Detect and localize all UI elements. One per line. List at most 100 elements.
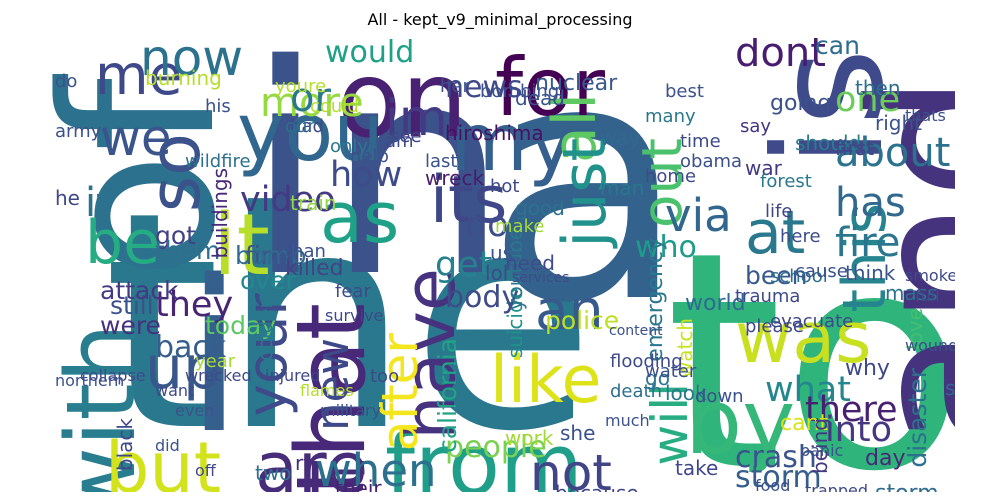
- cloud-word: water: [645, 361, 697, 382]
- cloud-word: can: [815, 38, 860, 60]
- cloud-word: death: [610, 381, 662, 402]
- cloud-word: military: [320, 401, 382, 420]
- cloud-word: please: [745, 316, 804, 337]
- cloud-word: he: [55, 186, 80, 210]
- cloud-word: us: [490, 241, 514, 265]
- cloud-word: but: [105, 427, 222, 492]
- chart-title: All - kept_v9_minimal_processing: [367, 10, 633, 29]
- cloud-word: good: [515, 196, 565, 220]
- cloud-word: today: [205, 311, 277, 340]
- cloud-word: up: [145, 333, 222, 403]
- cloud-word: from: [385, 416, 583, 492]
- cloud-word: did: [155, 436, 180, 455]
- cloud-word: then: [855, 76, 901, 100]
- cloud-word: its: [430, 163, 508, 238]
- cloud-word: hiroshima: [445, 121, 544, 145]
- cloud-word: why: [845, 356, 890, 381]
- cloud-word: injured: [265, 366, 321, 385]
- cloud-word: see: [390, 126, 422, 147]
- cloud-word: am: [385, 131, 414, 152]
- cloud-word: like: [490, 343, 602, 418]
- cloud-word: in: [245, 38, 510, 341]
- cloud-word: need: [505, 251, 555, 275]
- cloud-word: man: [600, 176, 645, 200]
- cloud-word: there: [805, 390, 898, 430]
- cloud-word: her: [440, 76, 470, 97]
- cloud-word: who: [635, 230, 697, 265]
- cloud-word: wreck: [425, 166, 485, 190]
- cloud-word: them: [155, 236, 221, 265]
- cloud-word: still: [110, 291, 154, 320]
- cloud-word: fear: [335, 281, 371, 302]
- cloud-word: burning: [145, 66, 222, 90]
- cloud-word: on: [337, 39, 468, 161]
- cloud-word: not: [530, 444, 612, 492]
- cloud-word: survive: [325, 306, 384, 325]
- cloud-word: down: [695, 386, 744, 407]
- cloud-word: accident: [253, 288, 277, 374]
- cloud-word: off: [195, 461, 216, 480]
- cloud-word: me: [95, 43, 183, 107]
- cloud-word: collapse: [80, 366, 146, 385]
- cloud-word: crash: [735, 440, 817, 475]
- cloud-word: got: [155, 221, 196, 250]
- cloud-word: hot: [490, 176, 520, 197]
- cloud-word: as: [320, 177, 400, 259]
- cloud-word: dont: [735, 38, 826, 76]
- cloud-word: only: [330, 136, 369, 157]
- cloud-word: nuclear: [535, 71, 618, 96]
- cloud-word: time: [680, 131, 721, 152]
- cloud-word: cant: [780, 411, 829, 436]
- cloud-word: she: [560, 421, 596, 445]
- cloud-word: was: [735, 297, 872, 379]
- cloud-word: evacuate: [770, 311, 854, 332]
- cloud-word: black: [113, 418, 137, 472]
- cloud-word: it: [213, 196, 270, 295]
- cloud-word: two: [255, 461, 292, 485]
- cloud-word: content: [609, 323, 663, 339]
- cloud-word: our: [285, 116, 315, 137]
- cloud-word: car: [60, 488, 95, 493]
- cloud-word: mass: [885, 281, 938, 305]
- cloud-word: services: [512, 270, 570, 286]
- cloud-word: we: [100, 109, 172, 167]
- cloud-word: panic: [800, 441, 844, 460]
- cloud-word: bomb: [235, 241, 307, 270]
- cloud-word: at: [745, 198, 806, 268]
- cloud-word: here: [780, 226, 821, 247]
- cloud-word: about: [835, 130, 951, 176]
- cloud-word: over: [240, 266, 296, 295]
- cloud-word: emergency: [643, 238, 668, 362]
- cloud-word: last: [425, 151, 458, 172]
- cloud-word: fire: [835, 220, 901, 266]
- cloud-word: going: [770, 91, 832, 116]
- cloud-word: world: [685, 291, 746, 316]
- cloud-word: look: [665, 381, 707, 405]
- cloud-word: way: [600, 126, 641, 150]
- cloud-word: full: [915, 286, 940, 305]
- cloud-word: too: [370, 366, 400, 387]
- cloud-word: best: [665, 81, 704, 102]
- cloud-word: or: [290, 75, 331, 121]
- cloud-word: wrecked: [185, 366, 252, 385]
- cloud-word: school: [770, 266, 828, 287]
- cloud-word: im: [385, 89, 448, 147]
- cloud-word: help: [350, 146, 389, 167]
- cloud-word: they: [155, 285, 234, 325]
- cloud-word: think: [845, 261, 896, 285]
- cloud-word: via: [665, 189, 732, 242]
- cloud-word: make: [495, 216, 545, 237]
- cloud-word: bombing: [480, 81, 560, 102]
- cloud-word: more: [260, 80, 364, 126]
- cloud-word: you: [237, 86, 384, 179]
- cloud-word: the: [103, 148, 596, 492]
- cloud-word: flooding: [610, 351, 683, 372]
- cloud-word: news: [445, 70, 523, 105]
- cloud-word: should: [795, 131, 862, 155]
- cloud-word: police: [545, 306, 620, 335]
- cloud-word: one: [835, 80, 901, 120]
- cloud-word: i: [185, 235, 244, 480]
- cloud-word: day: [865, 446, 906, 471]
- cloud-word: into: [825, 410, 893, 450]
- cloud-word: year: [195, 351, 236, 372]
